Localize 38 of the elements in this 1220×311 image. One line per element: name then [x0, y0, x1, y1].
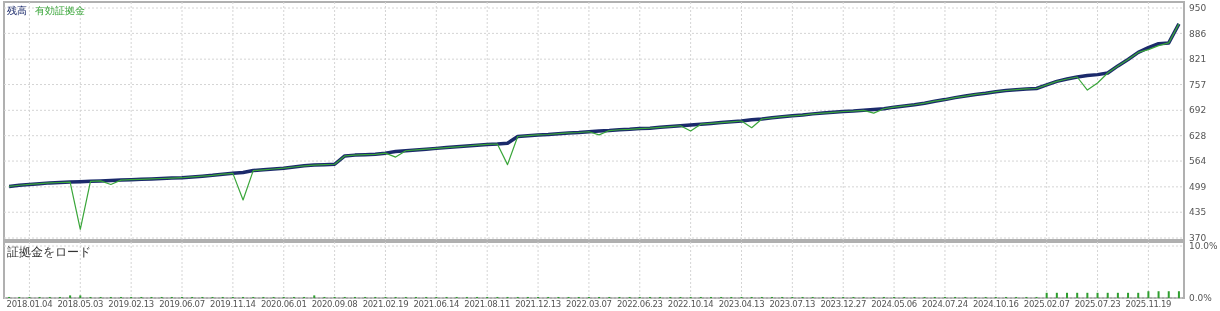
x-tick-label: 2020.06.01	[260, 299, 307, 309]
x-tick-label: 2022.06.23	[616, 299, 663, 309]
y-tick-label: 370	[1189, 233, 1207, 244]
x-tick-label: 2024.07.24	[922, 299, 968, 309]
x-tick-label: 2019.06.07	[159, 299, 205, 309]
x-tick-label: 2023.12.27	[820, 299, 867, 309]
x-tick-label: 2021.06.14	[413, 299, 460, 309]
y-tick-label: 886	[1189, 28, 1207, 39]
x-tick-label: 2025.02.07	[1023, 299, 1070, 309]
x-tick-label: 2018.01.04	[6, 299, 53, 309]
x-tick-label: 2018.05.03	[57, 299, 104, 309]
x-tick-label: 2022.10.14	[667, 299, 714, 309]
x-tick-label: 2021.02.19	[362, 299, 409, 309]
y-tick-label: 821	[1189, 54, 1207, 65]
y-tick-label: 628	[1189, 130, 1207, 141]
x-tick-label: 2024.10.16	[972, 299, 1019, 309]
y-tick-label: 692	[1189, 105, 1207, 116]
x-tick-label: 2019.02.13	[108, 299, 154, 309]
x-tick-label: 2025.11.19	[1125, 299, 1172, 309]
chart-title: 証拠金をロード	[7, 245, 91, 259]
text: 有効証拠金	[35, 5, 85, 16]
y-tick-label: 757	[1189, 79, 1207, 90]
x-tick-label: 2022.03.07	[566, 299, 612, 309]
y-tick-label: 0.0%	[1189, 293, 1213, 304]
x-tick-label: 2021.08.11	[464, 299, 511, 309]
x-tick-label: 2021.12.13	[515, 299, 561, 309]
y-tick-label: 435	[1189, 207, 1207, 218]
x-tick-label: 2024.05.06	[871, 299, 917, 309]
text: 残高	[7, 5, 27, 16]
x-tick-label: 2025.07.23	[1074, 299, 1121, 309]
y-tick-label: 950	[1189, 3, 1207, 14]
y-tick-label: 499	[1189, 181, 1207, 192]
x-tick-label: 2019.11.14	[210, 299, 256, 309]
x-tick-label: 2020.09.08	[311, 299, 358, 309]
y-tick-label: 564	[1189, 156, 1207, 167]
x-tick-label: 2023.07.13	[769, 299, 816, 309]
y-tick-label: 10.0%	[1189, 241, 1219, 252]
x-tick-label: 2023.04.13	[718, 299, 765, 309]
